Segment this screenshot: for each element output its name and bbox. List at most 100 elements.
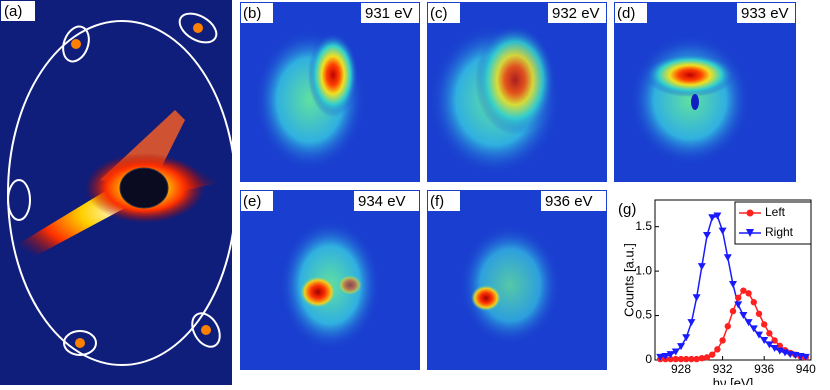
- data-point: [760, 336, 769, 344]
- x-tick-label: 932: [713, 362, 733, 376]
- x-tick-label: 940: [796, 362, 816, 376]
- label-box: [241, 191, 273, 211]
- data-point: [714, 346, 721, 353]
- data-point: [677, 355, 685, 363]
- data-point: [672, 355, 679, 363]
- energy-label: 936 eV: [545, 193, 593, 210]
- panel-label: (a): [4, 3, 22, 20]
- ring-spot: [178, 12, 218, 44]
- panel-d: (d) 933 eV: [614, 2, 796, 182]
- data-point: [709, 351, 716, 358]
- panel-b: (b) 931 eV: [240, 2, 420, 182]
- ring-spot: [62, 25, 90, 63]
- label-box: [548, 3, 606, 23]
- data-point: [765, 341, 774, 349]
- blob: [645, 53, 735, 97]
- label-box: [541, 191, 606, 211]
- data-point: [781, 349, 789, 357]
- panel-label: (g): [618, 201, 636, 218]
- legend: Left Right: [734, 201, 812, 245]
- data-point: [755, 310, 763, 317]
- data-point: [766, 330, 773, 337]
- data-point: [740, 287, 747, 294]
- panel-a: (a): [0, 0, 237, 385]
- data-point: [656, 353, 665, 361]
- data-point: [692, 294, 701, 302]
- ring-spot: [191, 312, 221, 348]
- label-box: [737, 3, 795, 23]
- panel-f: (f) 936 eV: [427, 190, 607, 370]
- data-point: [703, 232, 711, 240]
- data-point: [729, 280, 737, 288]
- panel-g: (g) 928 932 936 940 0 0.5 1.0 1.5 hν [eV] Counts …: [618, 199, 816, 390]
- legend-label: Left: [765, 205, 786, 219]
- panel-label: (b): [243, 5, 261, 22]
- data-point: [667, 355, 674, 363]
- legend-marker: [746, 209, 754, 217]
- blob: [471, 285, 501, 311]
- data-point: [776, 342, 783, 349]
- data-point: [703, 354, 711, 361]
- energy-label: 933 eV: [741, 5, 789, 22]
- data-point: [723, 254, 732, 262]
- x-axis-label: hν [eV]: [713, 375, 753, 385]
- x-tick-label: 936: [754, 362, 774, 376]
- y-axis-label: Counts [a.u.]: [621, 243, 636, 317]
- label-box: [428, 191, 460, 211]
- panel-label: (c): [430, 5, 448, 22]
- data-point: [708, 214, 717, 222]
- data-point: [687, 319, 696, 327]
- panel-c: (c) 932 eV: [427, 2, 607, 182]
- data-point: [770, 344, 779, 352]
- label-box: [1, 1, 35, 21]
- legend-box: [734, 201, 812, 245]
- label-box: [241, 3, 273, 23]
- bragg-peak: [71, 39, 81, 49]
- y-tick-label: 1.0: [635, 263, 652, 277]
- panel-label: (d): [617, 5, 635, 22]
- data-point: [671, 348, 680, 356]
- data-point: [683, 355, 690, 363]
- energy-label: 934 eV: [358, 193, 406, 210]
- blob: [300, 276, 336, 308]
- panel-label: (f): [430, 193, 444, 210]
- label-box: [615, 3, 647, 23]
- bragg-peak: [201, 325, 211, 335]
- y-tick-label: 0.5: [635, 308, 652, 322]
- data-point: [677, 343, 685, 351]
- ring-spot: [7, 179, 31, 221]
- label-box: [354, 191, 419, 211]
- panel-label: (e): [243, 193, 261, 210]
- data-point: [801, 353, 810, 361]
- data-point: [750, 299, 757, 306]
- blob: [308, 33, 358, 117]
- blob: [460, 225, 560, 345]
- data-point: [661, 352, 670, 360]
- data-point: [713, 212, 722, 220]
- data-point: [734, 301, 743, 309]
- beamstop: [119, 167, 169, 209]
- label-box: [361, 3, 419, 23]
- bragg-peak: [75, 338, 85, 348]
- data-point: [729, 307, 737, 315]
- data-point: [744, 319, 753, 327]
- legend-label: Right: [765, 225, 794, 239]
- data-point: [697, 263, 706, 271]
- data-point: [761, 321, 768, 328]
- y-tick-label: 1.5: [635, 219, 652, 233]
- panel-e: (e) 934 eV: [240, 190, 420, 370]
- ring-spot: [63, 330, 97, 356]
- bragg-peak: [193, 23, 203, 33]
- data-point: [718, 227, 727, 235]
- data-point: [775, 347, 784, 355]
- y-tick-label: 0: [645, 352, 652, 366]
- data-point: [698, 355, 705, 362]
- data-point: [688, 355, 695, 363]
- data-point: [719, 337, 726, 344]
- data-point: [745, 290, 752, 297]
- blob: [475, 25, 555, 135]
- data-point: [724, 323, 731, 330]
- energy-label: 932 eV: [552, 5, 600, 22]
- x-tick-label: 928: [671, 362, 691, 376]
